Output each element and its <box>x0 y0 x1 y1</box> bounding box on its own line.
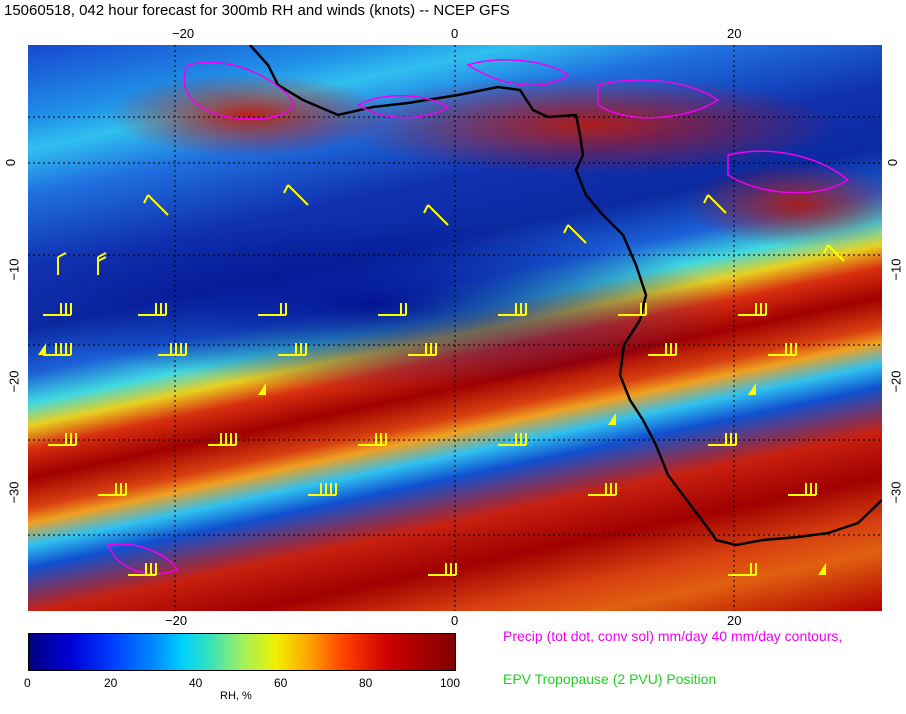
rh-colorbar <box>28 633 456 671</box>
wind-flags <box>38 343 826 575</box>
lon-tick-top-20: 20 <box>727 26 742 41</box>
lat-tick-left-0: 0 <box>3 158 19 167</box>
lat-tick-left-neg10: −10 <box>6 258 22 281</box>
colorbar-tick: 100 <box>440 676 461 690</box>
coastline <box>249 45 882 547</box>
map-title: 15060518, 042 hour forecast for 300mb RH… <box>4 2 510 19</box>
lon-tick-top-0: 0 <box>451 26 459 41</box>
lat-tick-right-neg30: −30 <box>888 481 904 504</box>
graticule <box>28 45 882 611</box>
colorbar-tick: 60 <box>274 676 288 690</box>
lat-tick-left-neg30: −30 <box>6 481 22 504</box>
lat-tick-right-neg20: −20 <box>888 370 904 393</box>
precip-contours <box>106 59 850 575</box>
lat-tick-left-neg20: −20 <box>6 370 22 393</box>
lon-tick-top-neg20: −20 <box>172 26 195 41</box>
lon-tick-bottom-0: 0 <box>451 613 459 628</box>
rh-wind-map <box>28 45 882 611</box>
lon-tick-bottom-neg20: −20 <box>165 613 188 628</box>
colorbar-tick: 40 <box>189 676 203 690</box>
map-overlay <box>28 45 882 611</box>
colorbar-tick: 0 <box>24 676 31 690</box>
epv-legend: EPV Tropopause (2 PVU) Position <box>503 671 717 687</box>
lat-tick-right-neg10: −10 <box>888 258 904 281</box>
colorbar-tick: 80 <box>359 676 373 690</box>
lat-tick-right-0: 0 <box>885 158 901 167</box>
precip-legend: Precip (tot dot, conv sol) mm/day 40 mm/… <box>503 628 843 644</box>
colorbar-label: RH, % <box>220 690 252 702</box>
wind-barbs <box>43 184 845 576</box>
colorbar-tick: 20 <box>104 676 118 690</box>
lon-tick-bottom-20: 20 <box>727 613 742 628</box>
